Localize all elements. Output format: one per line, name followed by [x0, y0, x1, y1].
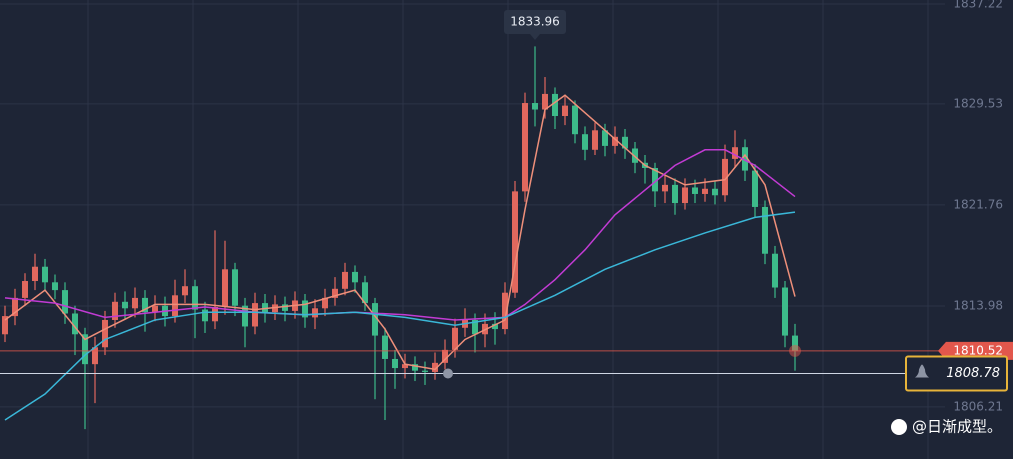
candle-body: [272, 304, 278, 313]
candle-body: [112, 301, 118, 320]
candle-body: [692, 187, 698, 194]
candle-body: [592, 130, 598, 150]
candle-body: [372, 303, 378, 336]
y-tick-label: 1837.22: [953, 0, 1003, 11]
plot-area: 1833.96: [0, 10, 945, 430]
candle-body: [252, 303, 258, 327]
price-axis: 1837.22 1829.53 1821.76 1813.98 1806.21 1810.…: [891, 0, 1013, 436]
candle-body: [192, 286, 198, 310]
candle-body: [132, 297, 138, 309]
current-price-box: [905, 355, 1008, 392]
candle-body: [752, 170, 758, 207]
candle-body: [282, 304, 288, 311]
candle-body: [492, 323, 498, 330]
current-price-label: 1808.78: [946, 366, 1000, 381]
candle-body: [362, 282, 368, 304]
candle-body: [32, 266, 38, 282]
candle-body: [622, 136, 628, 149]
y-tick-label: 1829.53: [953, 96, 1003, 110]
candle-body: [12, 297, 18, 317]
line-handle: [443, 368, 453, 379]
candle-body: [562, 105, 568, 117]
candle-body: [2, 316, 8, 335]
candle-body: [452, 327, 458, 350]
candle-body: [82, 334, 88, 365]
candle-body: [392, 358, 398, 369]
candle-body: [682, 187, 688, 204]
candle-body: [702, 188, 708, 194]
candle-body: [402, 364, 408, 369]
candle-body: [382, 335, 388, 359]
candle-body: [472, 319, 478, 335]
candle-body: [142, 297, 148, 313]
candle-body: [352, 271, 358, 283]
last-price-glow: [789, 344, 801, 357]
candle-body: [262, 303, 268, 313]
candle-body: [202, 309, 208, 322]
candle-body: [312, 308, 318, 318]
candle-body: [432, 362, 438, 372]
candle-body: [662, 184, 668, 192]
candle-body: [152, 305, 158, 313]
candle-body: [422, 370, 428, 372]
candle-body: [652, 167, 658, 192]
candle-body: [582, 134, 588, 150]
watermark-icon: [891, 419, 907, 435]
candle-body: [22, 281, 28, 298]
candle-body: [552, 93, 558, 117]
candle-body: [412, 364, 418, 371]
candle-body: [42, 266, 48, 283]
max-label-pointer: [530, 34, 540, 40]
candle-body: [522, 103, 528, 192]
candle-body: [532, 103, 538, 110]
candle-body: [62, 290, 68, 314]
candle-body: [232, 269, 238, 306]
candle-body: [342, 271, 348, 289]
candle-body: [722, 158, 728, 196]
max-label: 1833.96: [510, 15, 560, 29]
candle-body: [742, 147, 748, 171]
candle-body: [182, 286, 188, 296]
y-tick-label: 1821.76: [953, 197, 1003, 211]
candle-body: [512, 191, 518, 293]
candle-body: [712, 188, 718, 196]
last-price-tag: [938, 341, 1013, 360]
candle-body: [122, 301, 128, 309]
watermark: @日渐成型。: [912, 418, 1002, 436]
candle-body: [332, 288, 338, 298]
candle-body: [792, 335, 798, 351]
candle-body: [52, 282, 58, 291]
candle-body: [302, 300, 308, 318]
moving-average-line: [4, 211, 796, 421]
candle-body: [172, 295, 178, 317]
y-tick-label: 1813.98: [953, 298, 1003, 312]
candle-body: [772, 253, 778, 288]
max-label-box: [504, 10, 566, 34]
moving-average-line: [4, 94, 796, 371]
candle-body: [672, 184, 678, 204]
candle-body: [602, 130, 608, 146]
last-price-label: 1810.52: [953, 343, 1003, 357]
candle-body: [242, 305, 248, 327]
candle-body: [442, 349, 448, 363]
candle-body: [762, 206, 768, 254]
candle-body: [612, 136, 618, 146]
candle-body: [92, 347, 98, 365]
y-tick-label: 1806.21: [953, 399, 1003, 413]
candle-body: [502, 292, 508, 330]
bell-icon: [915, 364, 929, 378]
candle-body: [322, 297, 328, 309]
candle-body: [782, 287, 788, 336]
candle-body: [102, 319, 108, 348]
candle-body: [72, 313, 78, 335]
candle-body: [212, 306, 218, 322]
candle-body: [732, 147, 738, 159]
candle-body: [542, 93, 548, 110]
candle-body: [222, 269, 228, 307]
candle-body: [572, 105, 578, 135]
